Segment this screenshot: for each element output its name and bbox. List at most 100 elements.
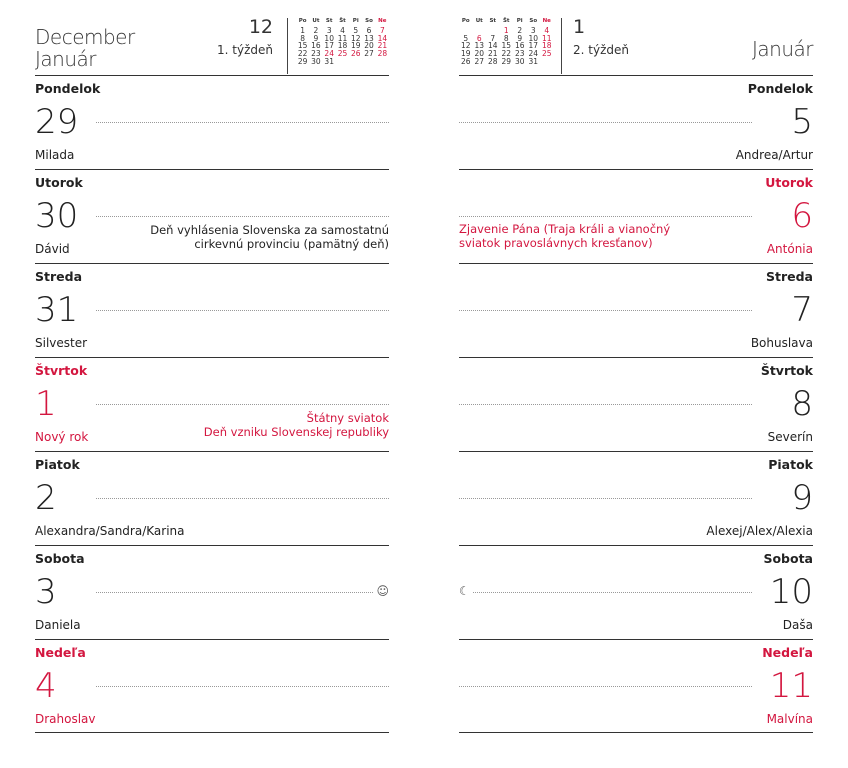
dotted-line — [459, 498, 752, 499]
calendar-day: 29 — [501, 56, 512, 66]
holiday-note: Štátny sviatok Deň vzniku Slovenskej repu… — [204, 411, 389, 439]
calendar-day: 12 — [350, 33, 361, 43]
calendar-day: 20 — [364, 41, 374, 51]
calendar-day: 15 — [501, 41, 512, 51]
calendar-day — [362, 58, 375, 66]
day-number: 29 — [35, 102, 79, 142]
calendar-day: 26 — [350, 49, 361, 59]
weekday-label: Pondelok — [35, 81, 101, 96]
calendar-day: 22 — [501, 49, 512, 59]
calendar-day: 28 — [487, 56, 498, 66]
weekday-label: Streda — [765, 269, 813, 284]
day-row: Sobota 3 Daniela ☺ — [35, 545, 389, 639]
dotted-line — [459, 686, 752, 687]
calendar-day — [349, 58, 362, 66]
calendar-day: 25 — [541, 49, 552, 59]
calendar-week: 26 27 28 29 30 31 — [459, 58, 554, 66]
day-number: 9 — [791, 478, 813, 518]
nameday: Daša — [782, 618, 813, 632]
calendar-day: 17 — [324, 41, 334, 51]
dotted-line — [459, 216, 752, 217]
day-row: Pondelok 5 Andrea/Artur — [459, 75, 813, 169]
week-number: 1 — [573, 16, 586, 38]
calendar-day: 27 — [364, 49, 374, 59]
day-number: 7 — [791, 290, 813, 330]
note-line: Štátny sviatok — [306, 411, 389, 425]
dotted-line — [473, 592, 752, 593]
day-row: Nedeľa 4 Drahoslav — [35, 639, 389, 733]
calendar-day: 11 — [337, 33, 348, 43]
calendar-day: 18 — [337, 41, 348, 51]
calendar-day: 7 — [379, 25, 385, 35]
calendar-week: 5 6 7 8 9 10 11 — [459, 33, 554, 43]
calendar-day — [336, 58, 349, 66]
calendar-day: 14 — [377, 33, 388, 43]
calendar-day: 17 — [528, 41, 539, 51]
calendar-day: 16 — [514, 41, 525, 51]
divider — [287, 18, 288, 74]
calendar-day: 4 — [544, 25, 550, 35]
nameday: Andrea/Artur — [735, 148, 813, 162]
day-number: 1 — [35, 384, 57, 424]
right-page: Po Ut St Št Pi So Ne 1 2 3 4 5 6 7 8 9 10 11 12 13 14 15 16 17 1… — [459, 0, 813, 768]
calendar-day — [540, 58, 554, 66]
weekday-label: Nedeľa — [35, 645, 86, 660]
day-number: 31 — [35, 290, 79, 330]
nameday: Silvester — [35, 336, 88, 350]
day-row: Štvrtok 8 Severín — [459, 357, 813, 451]
calendar-day: 24 — [324, 49, 334, 59]
calendar-day: 11 — [541, 33, 552, 43]
day-number: 5 — [791, 102, 813, 142]
calendar-day: 15 — [297, 41, 308, 51]
calendar-day: 22 — [297, 49, 308, 59]
day-row: Streda 7 Bohuslava — [459, 263, 813, 357]
nameday: Nový rok — [35, 430, 89, 444]
weekday-header: St — [325, 18, 333, 24]
calendar-day: 1 — [300, 25, 306, 35]
day-row: Utorok 6 Antónia Zjavenie Pána (Traja králi… — [459, 169, 813, 263]
calendar-day: 10 — [324, 33, 334, 43]
weekday-label: Utorok — [35, 175, 83, 190]
crescent-moon-icon: ☾ — [459, 584, 470, 598]
calendar-day: 5 — [353, 25, 359, 35]
day-number: 6 — [791, 196, 813, 236]
weekday-label: Streda — [35, 269, 83, 284]
day-number: 2 — [35, 478, 57, 518]
note-line: cirkevnú provinciu (pamätný deň) — [194, 237, 389, 251]
calendar-day: 6 — [366, 25, 372, 35]
calendar-day: 2 — [517, 25, 523, 35]
calendar-day: 3 — [326, 25, 332, 35]
calendar-day: 28 — [377, 49, 388, 59]
day-number: 3 — [35, 572, 57, 612]
calendar-day: 10 — [528, 33, 539, 43]
weekday-header: Po — [461, 18, 470, 24]
calendar-day: 19 — [350, 41, 361, 51]
day-row: Štvrtok 1 Nový rok Štátny sviatok Deň vzniku… — [35, 357, 389, 451]
weekday-label: Štvrtok — [35, 363, 88, 378]
calendar-day: 4 — [340, 25, 345, 35]
holiday-note: Zjavenie Pána (Traja králi a vianočný svi… — [459, 222, 670, 250]
note-line: sviatok pravoslávnych kresťanov) — [459, 236, 653, 250]
dotted-line — [96, 122, 389, 123]
nameday: Severín — [767, 430, 813, 444]
calendar-day: 13 — [474, 41, 485, 51]
dotted-line — [459, 122, 752, 123]
calendar-day: 8 — [503, 33, 509, 43]
calendar-day: 21 — [487, 49, 498, 59]
nameday: Antónia — [766, 242, 813, 256]
calendar-day: 31 — [324, 56, 334, 66]
dotted-line — [96, 592, 373, 593]
calendar-day: 25 — [337, 49, 348, 59]
day-row: Nedeľa 11 Malvína — [459, 639, 813, 733]
nameday: Alexandra/Sandra/Karina — [35, 524, 185, 538]
day-row: Pondelok 29 Milada — [35, 75, 389, 169]
calendar-day: 27 — [474, 56, 485, 66]
day-number: 4 — [35, 666, 57, 706]
weekday-header: Pi — [516, 18, 523, 24]
calendar-day: 18 — [541, 41, 552, 51]
weekday-header: Ut — [475, 18, 483, 24]
calendar-day: 8 — [300, 33, 306, 43]
nameday: Malvína — [766, 712, 813, 726]
